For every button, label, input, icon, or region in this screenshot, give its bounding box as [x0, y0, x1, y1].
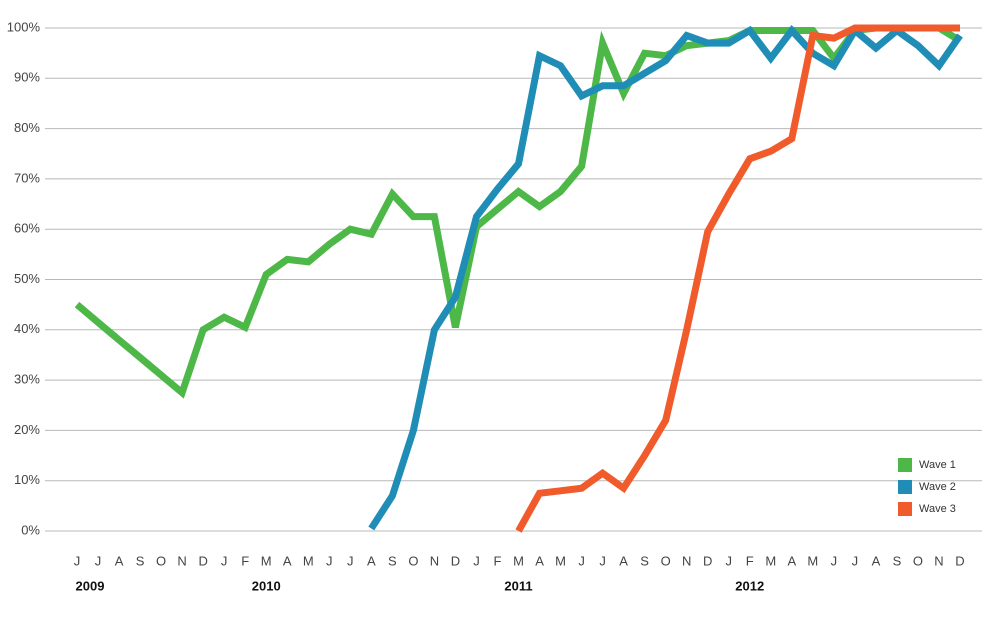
x-tick-label: A [787, 553, 796, 568]
x-tick-label: J [599, 553, 606, 568]
x-tick-label: S [893, 553, 902, 568]
x-tick-label: S [136, 553, 145, 568]
y-tick-label: 30% [14, 372, 40, 387]
x-tick-label: A [619, 553, 628, 568]
x-tick-label: O [156, 553, 166, 568]
x-tick-label: D [451, 553, 460, 568]
x-tick-label: D [955, 553, 964, 568]
x-tick-label: A [115, 553, 124, 568]
legend-label: Wave 1 [919, 459, 956, 471]
x-tick-label: A [367, 553, 376, 568]
y-tick-label: 80% [14, 120, 40, 135]
x-tick-label: M [807, 553, 818, 568]
x-tick-label: N [934, 553, 943, 568]
legend-label: Wave 2 [919, 481, 956, 493]
x-tick-label: A [535, 553, 544, 568]
x-tick-label: J [473, 553, 480, 568]
x-tick-label: M [765, 553, 776, 568]
series-line [74, 24, 962, 399]
x-tick-label: A [283, 553, 292, 568]
x-tick-label: O [408, 553, 418, 568]
x-tick-label: J [347, 553, 354, 568]
y-tick-label: 90% [14, 70, 40, 85]
x-tick-label: D [703, 553, 712, 568]
x-tick-label: J [831, 553, 838, 568]
x-tick-label: D [198, 553, 207, 568]
legend-swatch [898, 480, 912, 494]
y-tick-label: 100% [7, 19, 41, 34]
x-tick-label: S [388, 553, 397, 568]
y-tick-label: 0% [21, 522, 40, 537]
x-tick-label: J [221, 553, 228, 568]
x-tick-label: J [326, 553, 333, 568]
x-tick-label: J [95, 553, 102, 568]
x-tick-label: N [430, 553, 439, 568]
year-label: 2012 [735, 578, 764, 593]
x-tick-label: M [513, 553, 524, 568]
x-tick-label: M [555, 553, 566, 568]
x-tick-label: S [640, 553, 649, 568]
year-label: 2010 [252, 578, 281, 593]
series-line [515, 24, 960, 533]
legend-swatch [898, 502, 912, 516]
x-tick-label: J [852, 553, 859, 568]
legend-swatch [898, 458, 912, 472]
x-tick-label: A [872, 553, 881, 568]
x-tick-label: F [241, 553, 249, 568]
year-label: 2009 [76, 578, 105, 593]
x-tick-label: J [74, 553, 81, 568]
y-tick-label: 70% [14, 170, 40, 185]
year-label: 2011 [504, 578, 532, 593]
x-tick-label: J [725, 553, 732, 568]
x-tick-label: M [303, 553, 314, 568]
x-tick-label: F [746, 553, 754, 568]
x-tick-label: O [661, 553, 671, 568]
legend-label: Wave 3 [919, 503, 956, 515]
y-tick-label: 20% [14, 422, 40, 437]
x-tick-label: O [913, 553, 923, 568]
y-tick-label: 10% [14, 472, 40, 487]
y-tick-label: 40% [14, 321, 40, 336]
x-tick-label: F [493, 553, 501, 568]
x-tick-label: N [177, 553, 186, 568]
x-tick-label: N [682, 553, 691, 568]
y-tick-label: 60% [14, 221, 40, 236]
x-tick-label: J [578, 553, 585, 568]
x-tick-label: M [261, 553, 272, 568]
y-tick-label: 50% [14, 271, 40, 286]
series-line [368, 25, 963, 531]
